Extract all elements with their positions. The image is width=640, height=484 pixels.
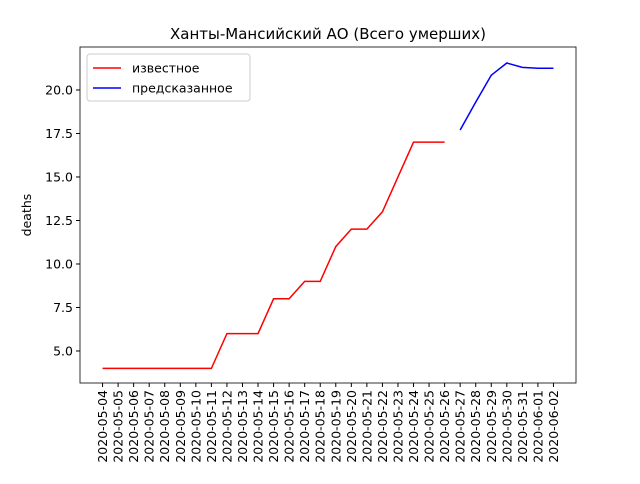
plot-frame [79, 46, 577, 384]
x-tick-label: 2020-05-12 [219, 390, 234, 463]
x-tick-label: 2020-05-31 [515, 390, 530, 463]
x-tick-label: 2020-05-16 [282, 390, 297, 463]
y-tick-label: 10.0 [45, 256, 73, 271]
y-tick-label: 7.5 [53, 300, 73, 315]
series-line [459, 62, 554, 131]
x-tick-label: 2020-05-08 [157, 390, 172, 463]
x-tick-label: 2020-05-22 [375, 390, 390, 463]
x-tick-label: 2020-05-27 [453, 390, 468, 463]
x-tick-label: 2020-05-19 [328, 390, 343, 463]
y-tick-label: 17.5 [45, 126, 73, 141]
y-tick-label: 12.5 [45, 213, 73, 228]
x-tick-label: 2020-05-30 [499, 390, 514, 463]
chart-title: Ханты-Мансийский АО (Всего умерших) [170, 25, 486, 43]
x-tick-label: 2020-05-13 [235, 390, 250, 463]
x-tick-label: 2020-05-11 [204, 390, 219, 463]
x-tick-label: 2020-05-15 [266, 390, 281, 463]
x-tick-label: 2020-06-01 [530, 390, 545, 463]
y-tick-label: 20.0 [45, 82, 73, 97]
x-tick-label: 2020-05-14 [251, 390, 266, 463]
x-tick-label: 2020-05-10 [188, 390, 203, 463]
x-tick-label: 2020-05-28 [468, 390, 483, 463]
x-tick-label: 2020-05-06 [126, 390, 141, 463]
x-tick-label: 2020-05-09 [173, 390, 188, 463]
x-tick-label: 2020-05-29 [484, 390, 499, 463]
x-tick-label: 2020-05-05 [111, 390, 126, 463]
y-axis-label: deaths [19, 194, 34, 237]
x-tick-label: 2020-05-17 [297, 390, 312, 463]
x-tick-label: 2020-05-23 [390, 390, 405, 463]
legend-label: предсказанное [132, 81, 233, 96]
x-tick-label: 2020-05-26 [437, 390, 452, 463]
x-tick-label: 2020-05-25 [422, 390, 437, 463]
x-tick-label: 2020-05-04 [95, 390, 110, 463]
x-tick-label: 2020-05-18 [313, 390, 328, 463]
x-tick-label: 2020-06-02 [546, 390, 561, 463]
x-tick-label: 2020-05-20 [344, 390, 359, 463]
y-tick-label: 5.0 [53, 343, 73, 358]
legend-box [86, 53, 251, 102]
x-tick-label: 2020-05-07 [142, 390, 157, 463]
x-tick-label: 2020-05-21 [359, 390, 374, 463]
legend-label: известное [132, 61, 200, 76]
y-tick-label: 15.0 [45, 169, 73, 184]
series-line [102, 141, 445, 370]
x-tick-label: 2020-05-24 [406, 390, 421, 463]
